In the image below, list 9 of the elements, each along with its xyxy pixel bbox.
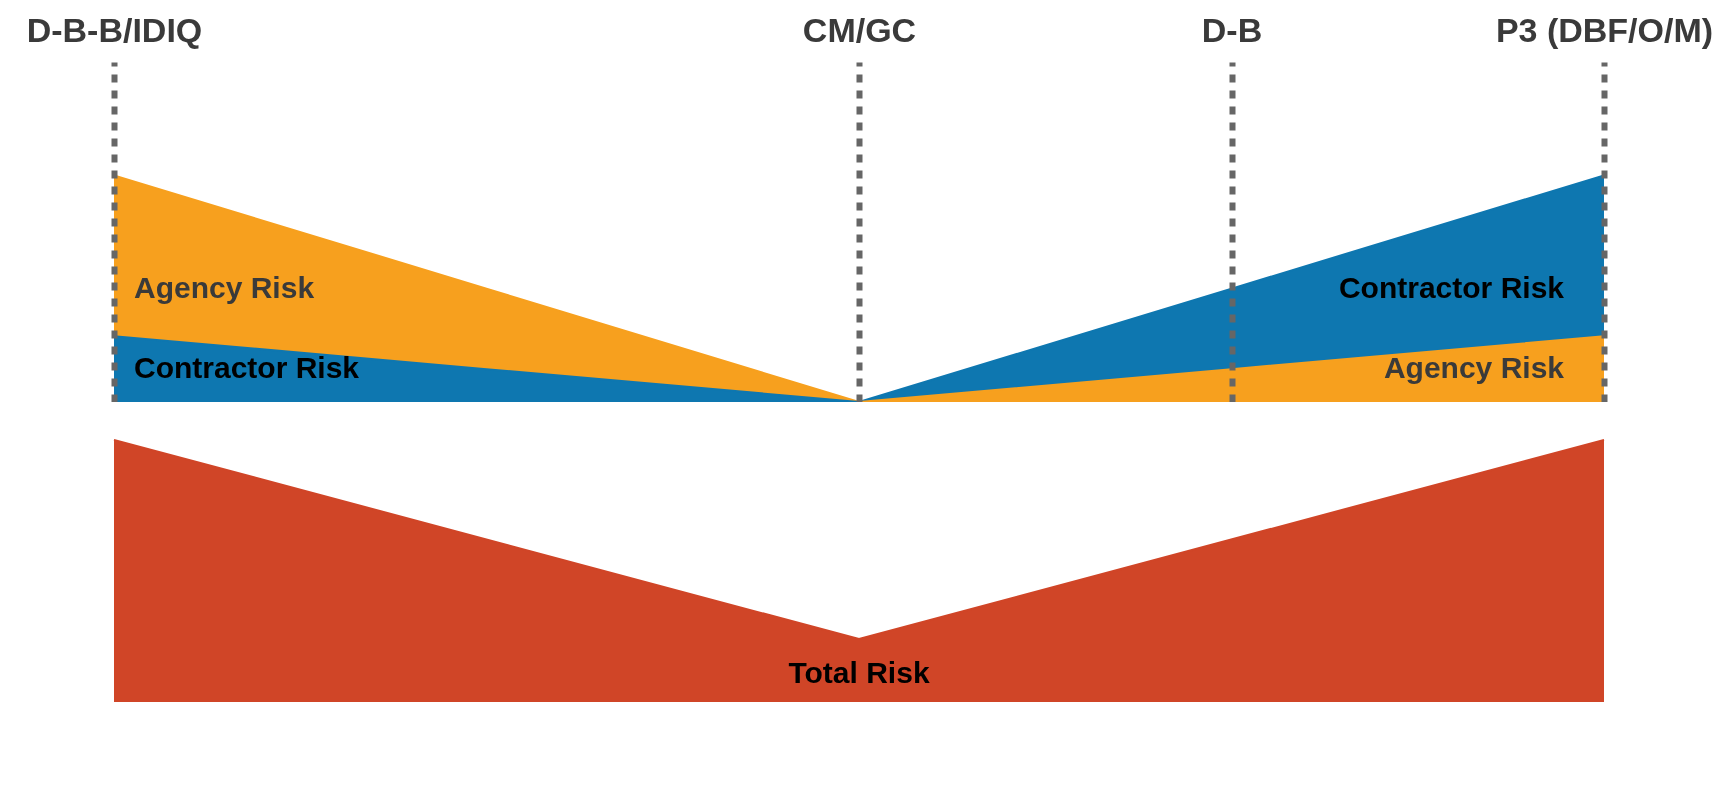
series-label: Agency Risk: [134, 270, 315, 304]
series-label: Total Risk: [788, 655, 930, 689]
series-label: Contractor Risk: [1338, 270, 1565, 304]
x-tick-label: CM/GC: [802, 10, 917, 49]
series-label: Contractor Risk: [134, 351, 360, 385]
series-label: Agency Risk: [1383, 351, 1565, 385]
x-tick-label: D-B: [1201, 10, 1263, 49]
x-tick-label: P3 (DBF/O/M): [1495, 10, 1714, 49]
x-tick-label: D-B-B/IDIQ: [26, 10, 203, 49]
